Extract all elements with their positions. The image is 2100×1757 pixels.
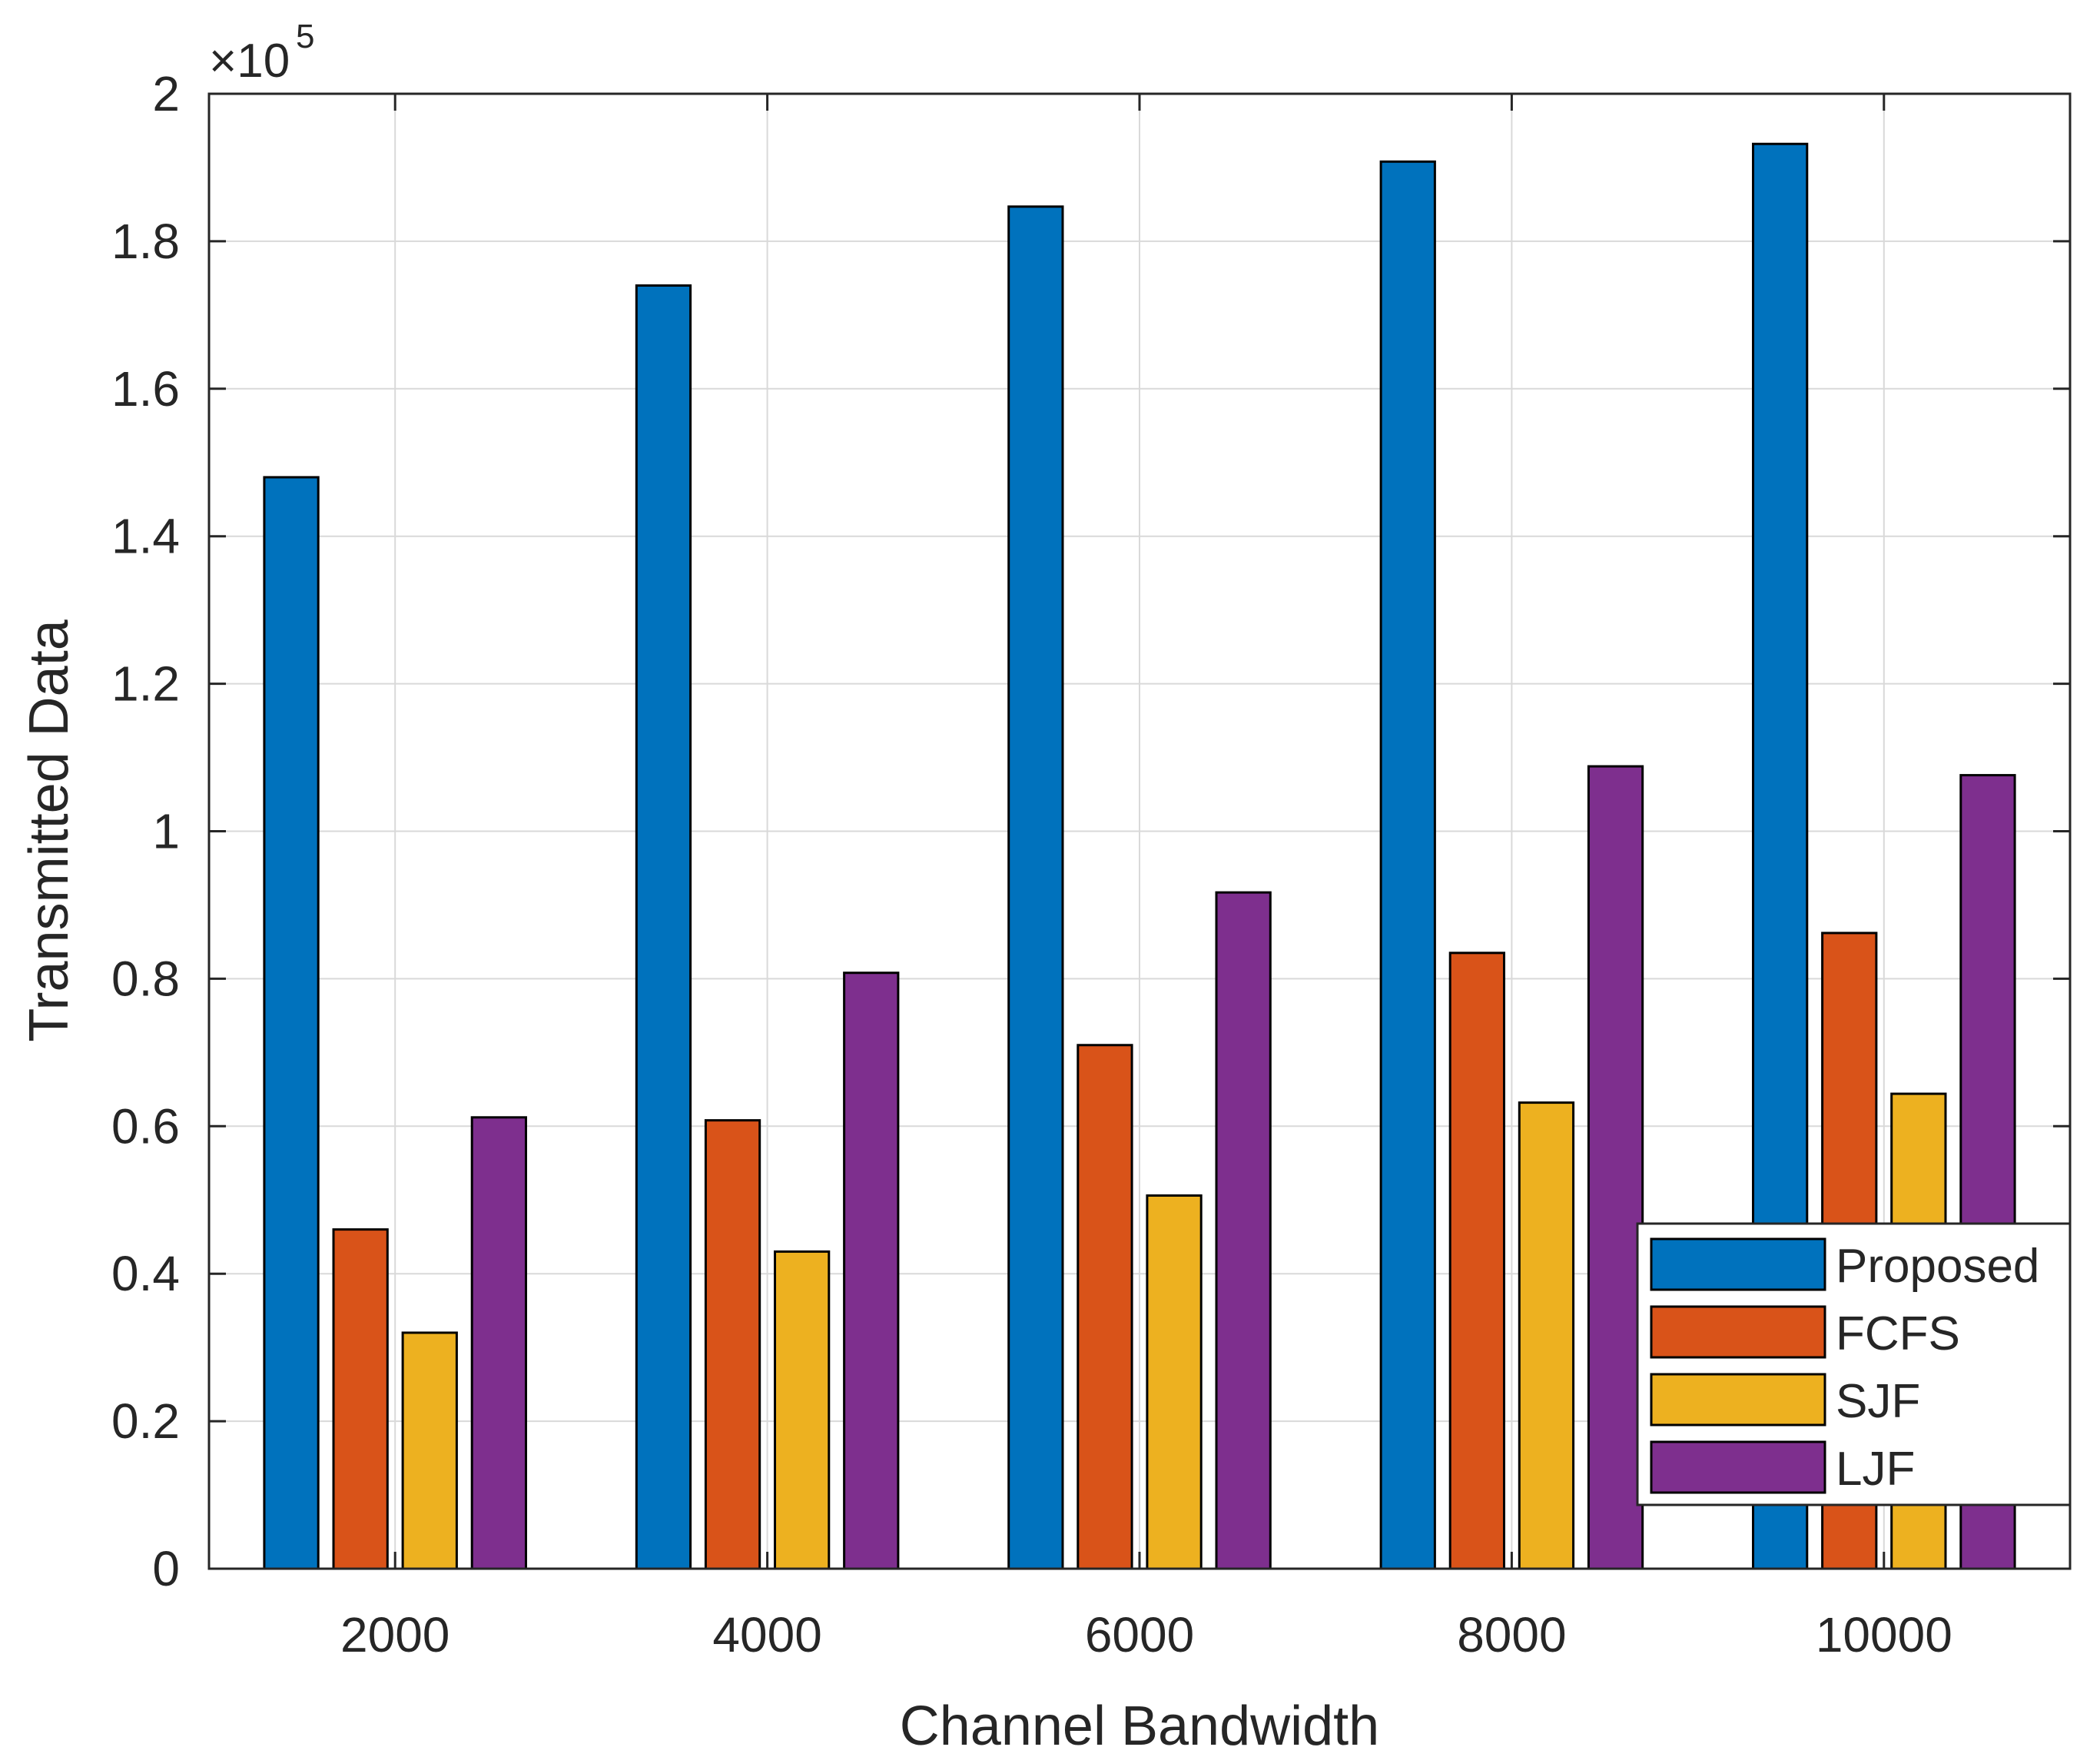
x-tick-label: 10000 (1816, 1607, 1952, 1662)
y-tick-label: 1.4 (111, 509, 180, 564)
bar-fcfs-6000 (1077, 1044, 1133, 1570)
bar-fcfs-2000 (332, 1228, 389, 1570)
y-tick-label: 0.6 (111, 1098, 180, 1154)
x-tick-label: 2000 (340, 1607, 450, 1662)
legend-swatch-sjf (1650, 1373, 1826, 1427)
bar-proposed-6000 (1007, 205, 1064, 1570)
x-axis-title: Channel Bandwidth (900, 1696, 1379, 1753)
bar-sjf-2000 (401, 1331, 458, 1570)
bars (263, 142, 2016, 1570)
bar-proposed-2000 (263, 476, 320, 1570)
axis-ticks (209, 92, 2070, 1570)
y-axis-title: Transmitted Data (18, 619, 80, 1041)
bar-proposed-4000 (635, 284, 692, 1570)
bar-fcfs-4000 (704, 1119, 761, 1570)
legend-label-proposed: Proposed (1836, 1240, 2039, 1293)
y-exponent-power: 5 (296, 18, 314, 55)
bar-ljf-8000 (1587, 765, 1644, 1570)
y-tick-label: 0.2 (111, 1393, 180, 1449)
x-tick-label: 8000 (1457, 1607, 1566, 1662)
bar-sjf-4000 (774, 1250, 831, 1570)
y-exponent-base: ×10 (209, 35, 290, 88)
y-tick-label: 0.8 (111, 951, 180, 1006)
x-tick-label: 4000 (712, 1607, 821, 1662)
legend-swatch-fcfs (1650, 1305, 1826, 1359)
bar-proposed-8000 (1379, 160, 1436, 1570)
y-tick-label: 1 (152, 804, 180, 859)
y-tick-label: 1.6 (111, 361, 180, 417)
bar-fcfs-8000 (1448, 952, 1505, 1570)
legend-label-ljf: LJF (1836, 1443, 1915, 1496)
legend-swatch-ljf (1650, 1440, 1826, 1494)
bar-ljf-4000 (843, 971, 900, 1570)
bar-ljf-6000 (1215, 891, 1272, 1570)
axis-labels: 0 0.2 0.4 0.6 0.8 1 1.2 1.4 1.6 1.8 2 2000 4000 6000 8… (111, 66, 1952, 1662)
y-tick-label: 1.8 (111, 214, 180, 269)
legend-swatch-proposed (1650, 1237, 1826, 1291)
y-tick-label: 2 (152, 66, 180, 121)
y-exponent: ×10 5 (209, 18, 314, 88)
bar-sjf-8000 (1518, 1101, 1575, 1570)
y-tick-label: 0 (152, 1541, 180, 1596)
legend-label-sjf: SJF (1836, 1375, 1920, 1428)
bar-sjf-6000 (1146, 1194, 1203, 1570)
legend: Proposed FCFS SJF LJF (1636, 1222, 2072, 1506)
y-tick-label: 1.2 (111, 656, 180, 712)
bar-ljf-2000 (470, 1116, 527, 1570)
legend-label-fcfs: FCFS (1836, 1307, 1960, 1360)
y-tick-label: 0.4 (111, 1246, 180, 1301)
x-tick-label: 6000 (1085, 1607, 1194, 1662)
